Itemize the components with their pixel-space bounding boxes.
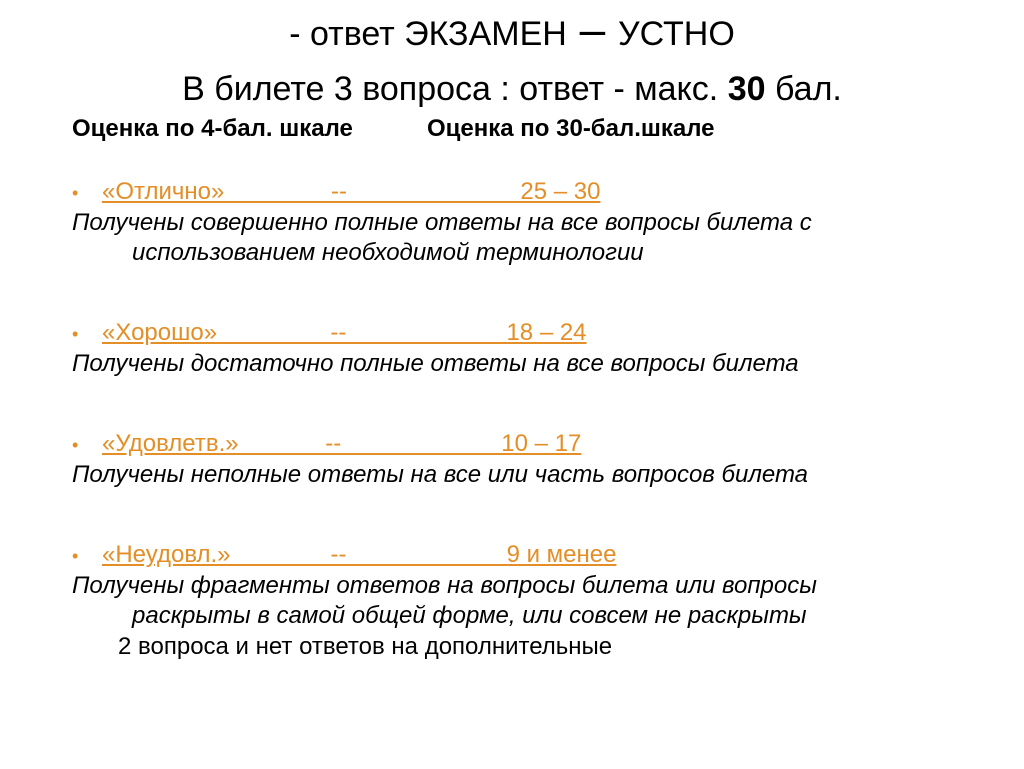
- title-caps2: УСТНО: [618, 15, 735, 53]
- grade-block-unsatisfactory: • «Неудовл.» -- 9 и менее Получены фрагм…: [72, 540, 984, 661]
- slide: - ответ ЭКЗАМЕН – УСТНО В билете 3 вопро…: [0, 2, 1024, 661]
- title-caps1: ЭКЗАМЕН: [404, 15, 567, 53]
- grade-row: • «Хорошо» -- 18 – 24: [72, 318, 984, 347]
- grade-row: • «Неудовл.» -- 9 и менее: [72, 540, 984, 569]
- desc-line1: Получены неполные ответы на все или част…: [72, 461, 808, 488]
- title-line2: В билете 3 вопроса : ответ - макс. 30 ба…: [40, 70, 984, 109]
- title-dash: –: [567, 3, 618, 55]
- desc-line1: Получены фрагменты ответов на вопросы би…: [72, 572, 817, 599]
- content: • «Отлично» -- 25 – 30 Получены совершен…: [72, 177, 984, 661]
- grade-label: «Хорошо» -- 18 – 24: [102, 319, 587, 347]
- bullet-icon: •: [72, 429, 102, 457]
- title2-a: В билете 3 вопроса : ответ - макс.: [182, 70, 728, 108]
- title-prefix: - ответ: [289, 15, 404, 53]
- title2-bold: 30: [728, 70, 766, 108]
- header-scale30: Оценка по 30-бал.шкале: [427, 115, 715, 143]
- bullet-icon: •: [72, 318, 102, 346]
- title2-b: бал.: [766, 70, 842, 108]
- desc-line1: Получены достаточно полные ответы на все…: [72, 350, 799, 377]
- column-headers: Оценка по 4-бал. шкале Оценка по 30-бал.…: [72, 115, 984, 143]
- grade-label: «Отлично» -- 25 – 30: [102, 178, 600, 206]
- header-scale4: Оценка по 4-бал. шкале: [72, 115, 427, 143]
- grade-label: «Неудовл.» -- 9 и менее: [102, 541, 616, 569]
- desc-line2: раскрыты в самой общей форме, или совсем…: [72, 601, 984, 631]
- desc-line2: использованием необходимой терминологии: [72, 238, 984, 268]
- grade-desc: Получены фрагменты ответов на вопросы би…: [72, 571, 984, 631]
- grade-label: «Удовлетв.» -- 10 – 17: [102, 430, 581, 458]
- grade-block-satisfactory: • «Удовлетв.» -- 10 – 17 Получены неполн…: [72, 429, 984, 490]
- bullet-icon: •: [72, 177, 102, 205]
- desc-line1: Получены совершенно полные ответы на все…: [72, 209, 812, 236]
- title-line1: - ответ ЭКЗАМЕН – УСТНО: [40, 2, 984, 56]
- grade-desc: Получены достаточно полные ответы на все…: [72, 349, 984, 379]
- grade-block-excellent: • «Отлично» -- 25 – 30 Получены совершен…: [72, 177, 984, 268]
- grade-desc: Получены неполные ответы на все или част…: [72, 460, 984, 490]
- grade-desc: Получены совершенно полные ответы на все…: [72, 208, 984, 268]
- grade-row: • «Удовлетв.» -- 10 – 17: [72, 429, 984, 458]
- grade-row: • «Отлично» -- 25 – 30: [72, 177, 984, 206]
- grade-block-good: • «Хорошо» -- 18 – 24 Получены достаточн…: [72, 318, 984, 379]
- note: 2 вопроса и нет ответов на дополнительны…: [118, 633, 984, 661]
- bullet-icon: •: [72, 540, 102, 568]
